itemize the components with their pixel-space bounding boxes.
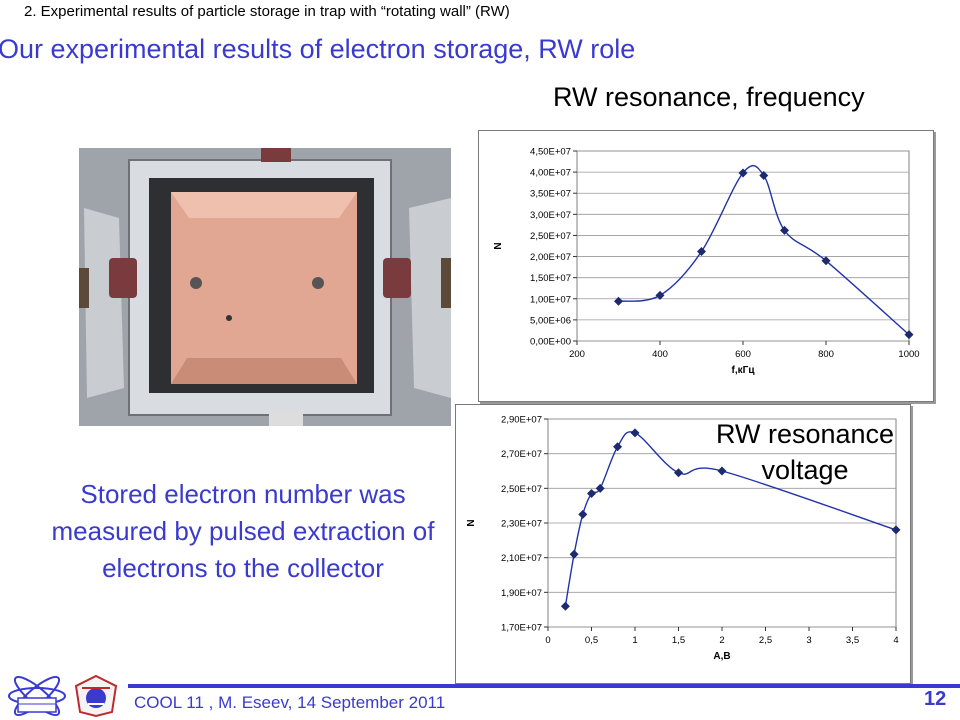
data-point: [613, 442, 623, 452]
x-tick-label: 1,5: [672, 635, 685, 646]
data-point: [904, 330, 914, 340]
page-number: 12: [924, 688, 947, 710]
data-point: [587, 489, 596, 499]
y-tick-label: 1,00E+07: [530, 294, 571, 305]
y-tick-label: 3,00E+07: [530, 210, 571, 221]
y-tick-label: 2,70E+07: [501, 449, 542, 460]
data-point: [614, 296, 623, 306]
x-tick-label: 3,5: [846, 635, 859, 646]
y-tick-label: 0,00E+00: [530, 337, 571, 348]
footer-text: COOL 11 , M. Eseev, 14 September 2011: [134, 693, 446, 712]
atom-logo-icon: [8, 676, 66, 716]
x-tick-label: 0,5: [585, 635, 598, 646]
university-emblem-icon: [74, 674, 118, 718]
data-point: [655, 290, 665, 300]
y-tick-label: 1,50E+07: [530, 273, 571, 284]
y-tick-label: 2,10E+07: [501, 553, 542, 564]
y-axis-label: N: [493, 242, 504, 249]
y-tick-label: 4,50E+07: [530, 147, 571, 158]
data-point: [717, 466, 727, 476]
y-tick-label: 1,90E+07: [501, 588, 542, 599]
y-axis-label: N: [466, 519, 477, 526]
y-tick-label: 1,70E+07: [501, 623, 542, 634]
chart2-heading-line2: voltage: [761, 455, 849, 485]
y-tick-label: 2,50E+07: [501, 484, 542, 495]
data-point: [821, 256, 831, 266]
x-tick-label: 2: [719, 635, 724, 646]
data-point: [674, 468, 683, 478]
x-tick-label: 0: [545, 635, 550, 646]
x-axis-label: f,кГц: [732, 365, 756, 376]
top-caption: 2. Experimental results of particle stor…: [24, 3, 510, 20]
data-point: [560, 601, 570, 611]
data-point: [595, 483, 605, 493]
x-tick-label: 400: [652, 349, 668, 360]
footer-rule: [128, 684, 960, 688]
x-tick-label: 1000: [898, 349, 919, 360]
frequency-chart-frame: 0,00E+00 5,00E+06 1,00E+07 1,50E+07 2,00E+07…: [478, 130, 934, 402]
y-tick-label: 4,00E+07: [530, 168, 571, 179]
y-tick-label: 2,30E+07: [501, 519, 542, 530]
data-point: [630, 428, 640, 438]
x-axis-label: A,B: [713, 651, 730, 662]
x-tick-label: 4: [893, 635, 898, 646]
x-tick-label: 800: [818, 349, 834, 360]
trap-photo: [79, 148, 451, 426]
frequency-chart: 0,00E+00 5,00E+06 1,00E+07 1,50E+07 2,00E+07…: [493, 147, 920, 377]
y-tick-label: 2,90E+07: [501, 415, 542, 426]
y-tick-label: 2,50E+07: [530, 231, 571, 242]
chart2-heading: RW resonance voltage: [690, 416, 920, 488]
data-point: [697, 246, 706, 256]
data-point: [738, 168, 748, 178]
x-tick-label: 600: [735, 349, 751, 360]
voltage-chart: 1,70E+07 1,90E+07 2,10E+07 2,30E+07 2,50E+07…: [466, 415, 901, 662]
data-point: [569, 549, 579, 559]
x-tick-label: 2,5: [759, 635, 772, 646]
y-tick-label: 5,00E+06: [530, 315, 571, 326]
voltage-chart-frame: 1,70E+07 1,90E+07 2,10E+07 2,30E+07 2,50E+07…: [455, 404, 911, 684]
y-tick-label: 2,00E+07: [530, 252, 571, 263]
data-point: [891, 525, 901, 535]
slide-title: Our experimental results of electron sto…: [0, 34, 636, 64]
plot-area: [576, 150, 910, 342]
x-tick-label: 200: [569, 349, 585, 360]
x-tick-label: 3: [806, 635, 811, 646]
chart2-heading-line1: RW resonance: [715, 419, 895, 449]
stored-electron-text: Stored electron number was measured by p…: [51, 479, 435, 583]
x-tick-label: 1: [632, 635, 637, 646]
data-point: [780, 225, 789, 235]
data-point: [759, 170, 769, 180]
y-tick-label: 3,50E+07: [530, 189, 571, 200]
copper-plate: [171, 192, 357, 384]
chart1-heading: RW resonance, frequency: [553, 82, 865, 112]
